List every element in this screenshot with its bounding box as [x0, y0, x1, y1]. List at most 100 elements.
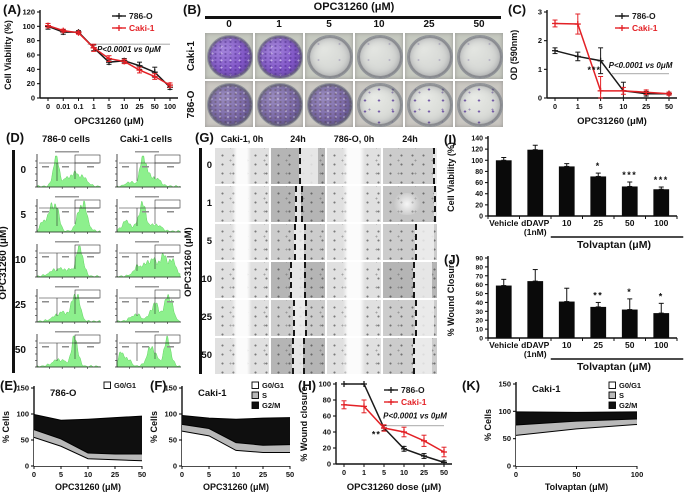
- x-tick-label: 0.01: [56, 102, 70, 111]
- legend-swatch: [251, 381, 259, 389]
- tiny-text-mark: [62, 256, 69, 258]
- remaining-gap: [299, 148, 318, 184]
- wound-edge-dashed-line: [293, 224, 296, 260]
- scratch-gap: [343, 300, 365, 336]
- wound-edge-dashed-line: [415, 224, 418, 260]
- tiny-text-mark: [42, 256, 49, 258]
- flow-side-bar: [12, 150, 15, 373]
- legend-label: G0/G1: [114, 381, 136, 390]
- y-tick-label: 40: [475, 300, 483, 307]
- y-axis-label: % Wound Closure: [446, 260, 456, 337]
- wound-edge-dashed-line: [412, 262, 415, 298]
- y-tick-label: 0: [25, 462, 29, 471]
- y-tick-label: 80: [475, 264, 483, 271]
- culture-well-dense: [207, 35, 253, 79]
- bright-blotch: [391, 193, 424, 215]
- x-tick-label: 25: [420, 468, 428, 477]
- title-underline: [205, 16, 501, 19]
- x-tick-label: 25: [135, 102, 143, 111]
- y-tick-label: 140: [471, 136, 483, 143]
- tiny-text-mark: [62, 166, 69, 168]
- tiny-text-mark: [167, 166, 174, 168]
- tiny-title-mark: [55, 241, 79, 243]
- x-tick-label: 10: [84, 470, 92, 479]
- p-value-annotation: P<0.0001 vs 0μM: [383, 411, 447, 420]
- x-tick-label: 25: [594, 218, 604, 228]
- gate-box: [154, 244, 181, 254]
- chart-wound-closure-opc31260: 0 20 40 60 80 100 % Wound closure 0 1 5 10 25 50 OPC3…: [299, 380, 452, 493]
- wound-edge-dashed-line: [415, 300, 418, 336]
- panel-label-D: (D): [6, 130, 25, 145]
- well-box: [355, 81, 403, 127]
- wound-row-label: 1: [206, 198, 212, 209]
- significance-marker: ***: [587, 65, 601, 75]
- significance-marker: ***: [622, 170, 637, 180]
- flow-histogram: [109, 330, 183, 373]
- wound-edge-dashed-line: [299, 148, 302, 184]
- x-tick-label: 5: [599, 102, 603, 111]
- y-tick-label: 80: [27, 36, 35, 45]
- wound-image-0h: [215, 300, 269, 336]
- panel-G: (G) Caki-1, 0h 24h 786-O, 0h 24h OPC31260 (…: [183, 128, 440, 378]
- well-box: [305, 81, 353, 127]
- y-tick-label: 40: [323, 428, 331, 437]
- y-tick-label: 60: [475, 180, 483, 187]
- y-tick-label: 0: [173, 462, 177, 471]
- x-tick-label: 1: [576, 102, 580, 111]
- data-line-Caki-1: [343, 404, 445, 453]
- gate-box: [74, 289, 101, 299]
- wound-row-label: 0: [206, 160, 212, 171]
- tiny-text-mark: [87, 211, 94, 213]
- chart-cell-viability-opc31260: 0 20 40 60 80 100 120 Cell Viability (%) 0 0.01 0.…: [3, 8, 178, 127]
- tiny-title-mark: [55, 286, 79, 288]
- y-tick-label: 80: [323, 396, 331, 405]
- y-tick-label: 100: [164, 410, 177, 419]
- x-tick-label: 50: [625, 340, 635, 350]
- y-axis-label: % Cells: [149, 411, 159, 443]
- tiny-text-mark: [142, 346, 149, 348]
- area-G0/G1: [34, 437, 142, 466]
- wound-image-24h: [383, 148, 437, 184]
- y-tick-label: 100: [471, 158, 483, 165]
- wound-row-label: 10: [201, 274, 212, 285]
- colony-column-label: 10: [373, 19, 385, 30]
- bar: [495, 285, 512, 338]
- area-boundary-G0/G1: [515, 423, 638, 436]
- gate-box: [154, 334, 181, 344]
- chart-cellcycle-786O: 0 50 100 150 % Cells 0 5 10 25 50 OPC31260 (μM) 786…: [1, 381, 146, 492]
- legend-swatch: [608, 381, 616, 389]
- scratch-gap: [232, 300, 252, 336]
- area-boundary-G2/M: [515, 411, 638, 413]
- chart-cellcycle-tolvaptan: 0 50 100 150 % Cells 0 50 100 Tolvaptan (μM) Caki…: [483, 380, 643, 493]
- wound-column-header: 24h: [402, 134, 418, 144]
- bar: [653, 189, 670, 216]
- wound-edge-dashed-line: [291, 338, 294, 374]
- y-tick-label: 50: [475, 291, 483, 298]
- wound-side-label: OPC31260 (μM): [183, 227, 194, 297]
- area-boundary-G2/M: [33, 414, 143, 421]
- panel-label-H: (H): [298, 378, 317, 393]
- x-tick-label: 5: [382, 468, 386, 477]
- y-tick-label: 20: [323, 444, 331, 453]
- tiny-title-mark: [135, 151, 159, 153]
- remaining-gap: [293, 224, 305, 260]
- wound-image-24h: [271, 224, 325, 260]
- wound-edge-dashed-line: [434, 186, 437, 222]
- x-tick-label: 10: [120, 102, 128, 111]
- y-tick-label: 0: [31, 94, 35, 103]
- hist-density: [116, 200, 181, 233]
- remaining-gap: [432, 148, 437, 184]
- panel-label-J: (J): [444, 252, 460, 267]
- y-tick-label: 90: [475, 256, 483, 263]
- group-label: Tolvaptan (μM): [577, 361, 651, 373]
- x-tick-label: 1: [92, 102, 96, 111]
- gate-box: [74, 199, 101, 209]
- culture-well-dense2: [257, 83, 303, 127]
- x-tick-label: 10: [619, 102, 627, 111]
- y-tick-label: 150: [164, 384, 177, 393]
- x-tick-label: 50: [572, 470, 580, 479]
- tiny-title-mark: [55, 151, 79, 153]
- culture-well-clear: [307, 35, 353, 79]
- y-tick-label: 0: [507, 462, 511, 471]
- wound-image-24h: [271, 262, 325, 298]
